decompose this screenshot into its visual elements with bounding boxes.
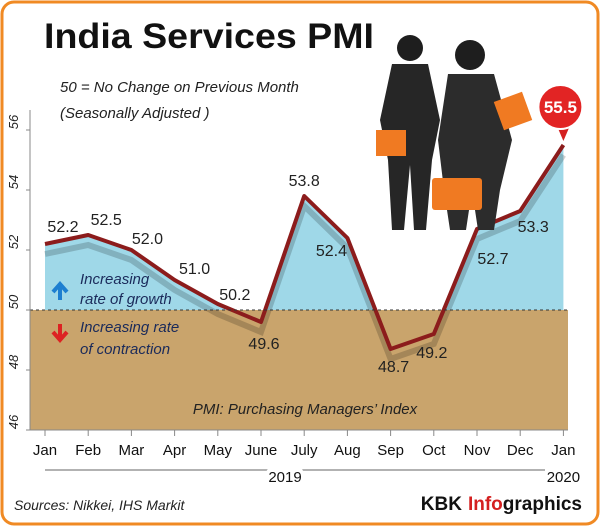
data-label: 52.5	[91, 212, 122, 229]
x-tick-label: Sep	[377, 442, 404, 459]
brand: KBK Infographics	[421, 494, 582, 515]
x-tick-label: June	[245, 442, 278, 459]
x-tick-label: Jan	[551, 442, 575, 459]
y-tick-label: 54	[6, 175, 21, 189]
annotation: Increasing	[80, 271, 150, 288]
annotation: rate of growth	[80, 291, 172, 308]
down-arrow	[51, 324, 69, 344]
data-label: 50.2	[219, 287, 250, 304]
y-tick-label: 56	[6, 114, 21, 129]
data-label: 49.2	[416, 345, 447, 362]
x-tick-label: Oct	[422, 442, 446, 459]
x-tick-label: July	[291, 442, 318, 459]
year-label: 2019	[268, 469, 301, 486]
annotation: Increasing rate	[80, 319, 179, 336]
subtitle: 50 = No Change on Previous Month	[60, 79, 299, 96]
line	[44, 143, 566, 351]
brand-part: KBK	[421, 494, 462, 515]
y-tick-label: 48	[6, 354, 21, 369]
line-shadow	[44, 153, 566, 363]
data-label: 53.8	[289, 173, 320, 190]
x-tick-label: Nov	[464, 442, 491, 459]
data-label: 53.3	[518, 219, 549, 236]
x-tick-label: Dec	[507, 442, 534, 459]
illustration	[376, 35, 533, 230]
data-label: 52.4	[316, 243, 347, 260]
y-tick-label: 50	[6, 294, 21, 309]
chart-title: India Services PMI	[44, 17, 374, 56]
x-tick-label: Mar	[118, 442, 144, 459]
data-label: 49.6	[248, 336, 279, 353]
x-tick-label: Jan	[33, 442, 57, 459]
y-tick-label: 46	[6, 414, 21, 429]
brand-part: Info	[468, 494, 503, 515]
source: Sources: Nikkei, IHS Markit	[14, 497, 185, 513]
definition: PMI: Purchasing Managers’ Index	[193, 401, 418, 418]
y-tick-label: 52	[6, 234, 21, 249]
data-label: 52.7	[477, 251, 508, 268]
growth-area	[45, 145, 564, 310]
data-label: 55.5	[544, 98, 577, 117]
data-label: 48.7	[378, 359, 409, 376]
x-tick-label: Apr	[163, 442, 186, 459]
year-label: 2020	[547, 469, 580, 486]
plot-area	[30, 143, 568, 430]
x-tick-label: Feb	[75, 442, 101, 459]
up-arrow	[51, 280, 69, 300]
x-tick-label: Aug	[334, 442, 361, 459]
subtitle: (Seasonally Adjusted )	[60, 105, 210, 122]
data-label: 51.0	[179, 261, 210, 278]
callout	[537, 84, 584, 130]
data-label: 52.2	[47, 219, 78, 236]
contraction-zone	[30, 310, 568, 430]
brand-part: graphics	[503, 494, 582, 515]
annotation: of contraction	[80, 341, 170, 358]
data-label: 52.0	[132, 231, 163, 248]
x-tick-label: May	[204, 442, 233, 459]
callout	[557, 127, 570, 141]
